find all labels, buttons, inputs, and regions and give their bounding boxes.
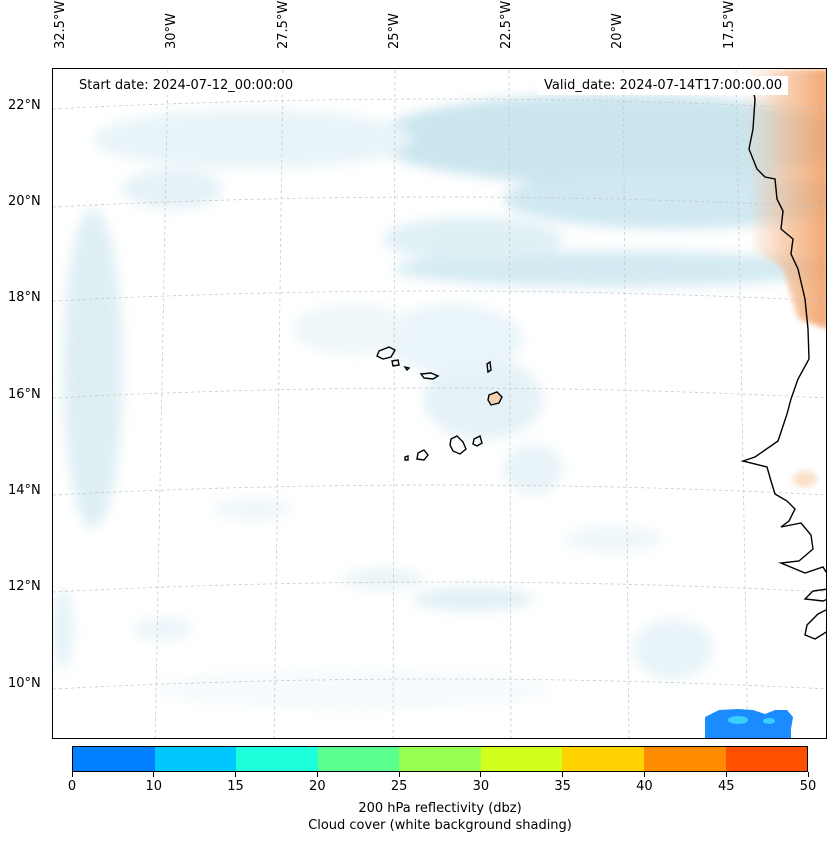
colorbar-tick-mark [316, 772, 318, 777]
colorbar-tick-mark [235, 772, 237, 777]
lon-label-17-5w: 17.5°W [722, 0, 737, 49]
cloud-cover-shading [53, 94, 826, 709]
lat-label-14n: 14°N [8, 483, 41, 498]
reflectivity-blob [705, 709, 793, 738]
colorbar-tick-label: 35 [554, 779, 571, 794]
lon-label-25w: 25°W [387, 13, 402, 49]
colorbar-tick-label: 20 [309, 779, 326, 794]
colorbar-tick-mark [71, 772, 73, 777]
map-panel[interactable] [52, 68, 827, 739]
colorbar-segment-6 [562, 747, 644, 771]
valid-date-label: Valid_date: 2024-07-14T17:00:00.00 [538, 76, 789, 95]
colorbar-tick-mark [643, 772, 645, 777]
lat-label-10n: 10°N [8, 676, 41, 691]
colorbar-segment-4 [399, 747, 481, 771]
colorbar-segment-0 [73, 747, 155, 771]
colorbar-segment-8 [725, 747, 808, 771]
map-canvas [53, 69, 826, 738]
colorbar-segment-7 [643, 747, 726, 771]
africa-coastline [740, 76, 826, 640]
colorbar [72, 746, 808, 772]
colorbar-sublabel: Cloud cover (white background shading) [308, 818, 572, 833]
colorbar-segment-3 [317, 747, 400, 771]
colorbar-tick-label: 45 [717, 779, 735, 794]
colorbar-segment-5 [480, 747, 563, 771]
colorbar-tick-label: 40 [636, 779, 653, 794]
lon-label-22-5w: 22.5°W [499, 0, 514, 49]
lat-label-22n: 22°N [8, 98, 41, 113]
colorbar-tick-label: 25 [390, 779, 408, 794]
lat-label-18n: 18°N [8, 290, 41, 305]
lat-label-16n: 16°N [8, 387, 41, 402]
colorbar-label: 200 hPa reflectivity (dbz) [358, 801, 522, 816]
land-warm-shading [743, 69, 826, 487]
colorbar-tick-label: 0 [67, 779, 77, 794]
lon-label-20w: 20°W [610, 13, 625, 49]
colorbar-tick-mark [153, 772, 155, 777]
colorbar-tick-mark [480, 772, 482, 777]
colorbar-tick-mark [807, 772, 809, 777]
lat-label-12n: 12°N [8, 579, 41, 594]
lat-label-20n: 20°N [8, 194, 41, 209]
cape-verde-islands [376, 346, 503, 461]
colorbar-tick-label: 30 [472, 779, 490, 794]
lon-label-32-5w: 32.5°W [53, 0, 68, 49]
colorbar-segment-2 [236, 747, 318, 771]
colorbar-tick-mark [398, 772, 400, 777]
start-date-label: Start date: 2024-07-12_00:00:00 [73, 76, 300, 95]
lon-label-30w: 30°W [164, 13, 179, 49]
colorbar-tick-label: 50 [799, 779, 817, 794]
colorbar-tick-mark [562, 772, 564, 777]
graticule [53, 69, 826, 738]
colorbar-tick-mark [725, 772, 727, 777]
colorbar-tick-label: 10 [145, 779, 163, 794]
colorbar-segment-1 [154, 747, 237, 771]
lon-label-27-5w: 27.5°W [276, 0, 291, 49]
colorbar-tick-label: 15 [227, 779, 244, 794]
